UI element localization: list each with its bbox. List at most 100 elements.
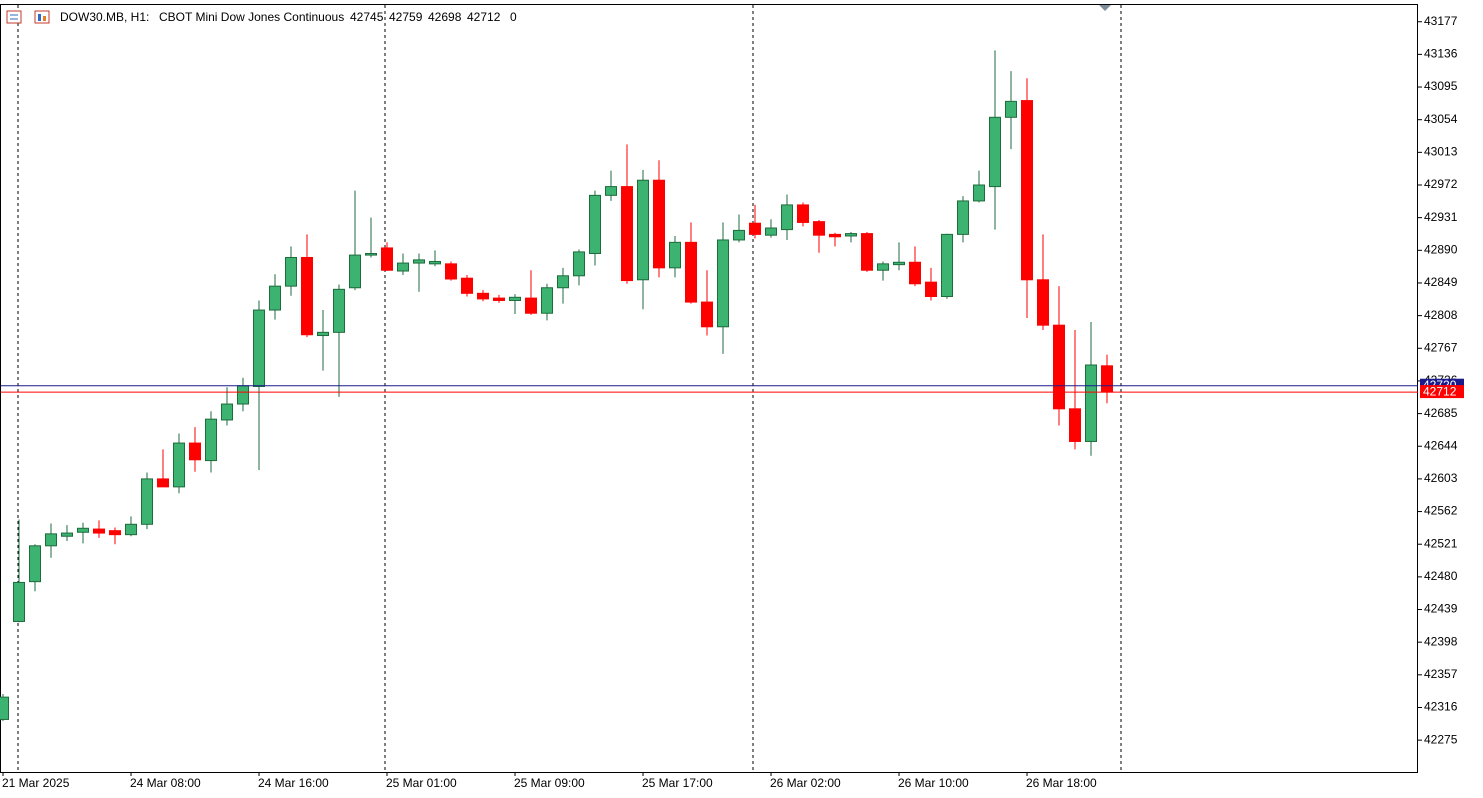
candle-body xyxy=(477,292,489,300)
y-tick-label: 42767 xyxy=(1424,340,1458,354)
candle-body xyxy=(141,478,153,525)
icon xyxy=(6,10,22,24)
bid-label-box xyxy=(1420,385,1464,399)
last-high: 42759 xyxy=(389,10,423,24)
candle-body xyxy=(1005,100,1017,118)
candle-body xyxy=(77,527,89,533)
y-tick-label: 42603 xyxy=(1424,471,1458,485)
icon-bar xyxy=(43,16,46,21)
candle-body xyxy=(557,275,569,289)
candle-body xyxy=(733,229,745,241)
candle-body xyxy=(317,331,329,337)
y-tick-label: 42275 xyxy=(1424,732,1458,746)
y-tick-label: 43054 xyxy=(1424,112,1458,126)
candle-body xyxy=(1069,408,1081,442)
candle-body xyxy=(189,442,201,461)
candle-body xyxy=(669,241,681,269)
candle-body xyxy=(957,200,969,235)
x-tick-label: 26 Mar 10:00 xyxy=(898,776,969,790)
y-tick-label: 42398 xyxy=(1424,634,1458,648)
candle-body xyxy=(413,259,425,264)
candle-body xyxy=(157,478,169,488)
y-tick-label: 42685 xyxy=(1424,406,1458,420)
candle-body xyxy=(989,116,1001,188)
candle-body xyxy=(285,256,297,287)
candle-body xyxy=(381,247,393,271)
candle-body xyxy=(237,385,249,405)
last-open: 42745 xyxy=(350,10,384,24)
y-tick-label: 42316 xyxy=(1424,700,1458,714)
candle-body xyxy=(685,241,697,303)
y-tick-label: 42521 xyxy=(1424,536,1458,550)
candle-body xyxy=(173,442,185,488)
x-tick-label: 24 Mar 16:00 xyxy=(258,776,329,790)
candle-body xyxy=(365,252,377,256)
candle-body xyxy=(461,277,473,294)
candle-body xyxy=(253,309,265,388)
candle-body xyxy=(301,256,313,336)
candle-body xyxy=(781,204,793,231)
candle-body xyxy=(829,233,841,238)
plot-frame xyxy=(0,4,1418,773)
candle-body xyxy=(13,581,25,622)
y-tick-label: 42890 xyxy=(1424,242,1458,256)
candle-body xyxy=(1101,365,1113,393)
y-tick-label: 42972 xyxy=(1424,177,1458,191)
candle-body xyxy=(397,262,409,272)
x-tick-label: 24 Mar 08:00 xyxy=(130,776,201,790)
candle-body xyxy=(909,261,921,285)
candle-body xyxy=(653,179,665,269)
last-close: 42712 xyxy=(467,10,501,24)
candle-body xyxy=(445,263,457,280)
y-tick-label: 42931 xyxy=(1424,210,1458,224)
candle-body xyxy=(861,233,873,271)
candle-body xyxy=(333,288,345,333)
candle-body xyxy=(509,296,521,301)
candle-body xyxy=(1085,364,1097,442)
candle-body xyxy=(205,418,217,462)
candle-body xyxy=(877,263,889,271)
bid-label: 42712 xyxy=(1423,384,1457,398)
x-tick-label: 25 Mar 01:00 xyxy=(386,776,457,790)
candle-body xyxy=(269,285,281,311)
candle-body xyxy=(0,696,9,720)
candle-body xyxy=(525,297,537,314)
candle-body xyxy=(429,260,441,265)
y-tick-label: 43013 xyxy=(1424,145,1458,159)
candle-body xyxy=(717,239,729,328)
y-tick-label: 42357 xyxy=(1424,667,1458,681)
candle-body xyxy=(109,530,121,536)
y-tick-label: 42480 xyxy=(1424,569,1458,583)
x-tick-label: 26 Mar 18:00 xyxy=(1026,776,1097,790)
candle-body xyxy=(813,221,825,236)
x-tick-label: 26 Mar 02:00 xyxy=(770,776,841,790)
description: CBOT Mini Dow Jones Continuous xyxy=(159,10,344,24)
candle-body xyxy=(1053,324,1065,410)
candle-body xyxy=(925,281,937,298)
y-tick-label: 43095 xyxy=(1424,79,1458,93)
candle-body xyxy=(621,186,633,282)
y-tick-label: 42562 xyxy=(1424,504,1458,518)
candle-body xyxy=(125,523,137,536)
y-tick-label: 43136 xyxy=(1424,47,1458,61)
y-tick-label: 42644 xyxy=(1424,438,1458,452)
candle-body xyxy=(93,528,105,534)
candle-body xyxy=(941,233,953,298)
candle-body xyxy=(29,545,41,583)
candle-body xyxy=(701,301,713,328)
candle-body xyxy=(845,233,857,237)
candle-body xyxy=(637,179,649,281)
candle-body xyxy=(1037,279,1049,326)
candle-body xyxy=(1021,100,1033,281)
y-tick-label: 42808 xyxy=(1424,308,1458,322)
candle-body xyxy=(765,227,777,236)
candle-body xyxy=(589,194,601,254)
x-tick-label: 21 Mar 2025 xyxy=(2,776,70,790)
icon xyxy=(34,10,50,24)
candle-body xyxy=(797,204,809,223)
candle-body xyxy=(749,222,761,235)
y-tick-label: 42849 xyxy=(1424,275,1458,289)
y-tick-label: 43177 xyxy=(1424,14,1458,28)
icon-bar xyxy=(38,14,41,21)
